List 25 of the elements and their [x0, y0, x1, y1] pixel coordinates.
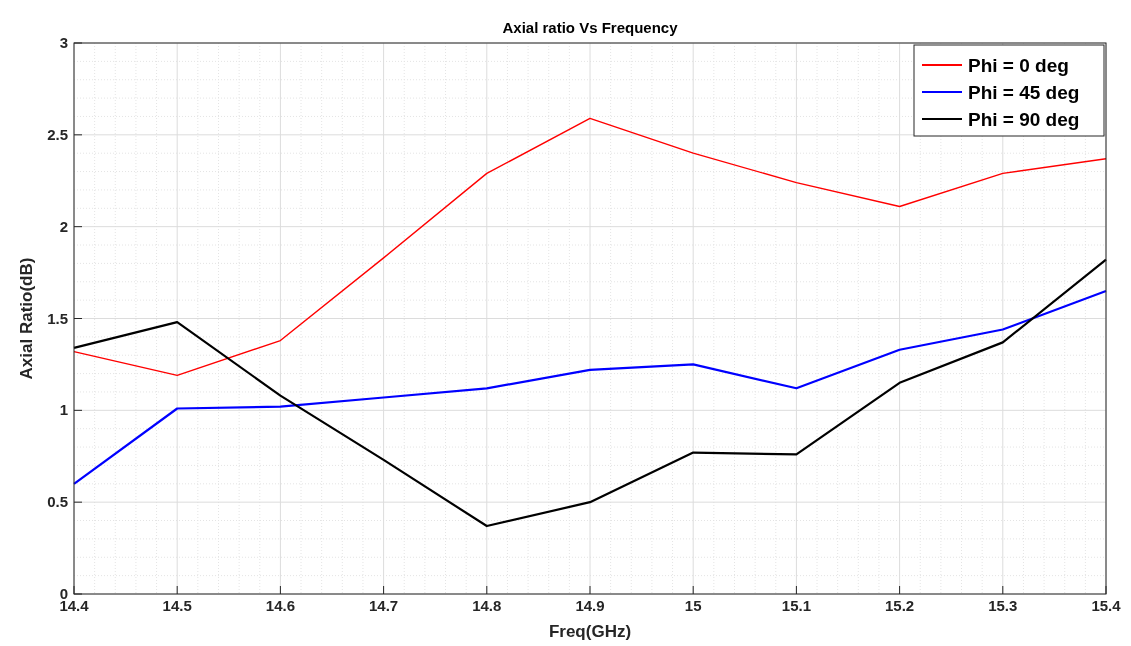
- x-tick-label: 15.4: [1091, 597, 1122, 614]
- y-tick-label: 0: [59, 585, 68, 602]
- x-tick-label: 15.1: [781, 597, 811, 614]
- x-tick-label: 15.3: [988, 597, 1018, 614]
- y-tick-label: 0.5: [47, 493, 68, 511]
- x-tick-label: 14.6: [265, 597, 295, 614]
- y-tick-label: 1: [59, 401, 68, 419]
- y-axis-title: Axial Ratio(dB): [17, 257, 36, 380]
- legend-label: Phi = 0 deg: [968, 55, 1069, 76]
- x-tick-label: 14.5: [162, 597, 192, 614]
- x-tick-label: 15.2: [885, 597, 915, 614]
- y-tick-label: 2.5: [47, 125, 68, 143]
- y-tick-label: 3: [59, 34, 68, 51]
- line-series: [72, 258, 1108, 528]
- line-series: [72, 289, 1108, 485]
- x-tick-label: 14.7: [369, 597, 399, 614]
- x-tick-label: 14.9: [575, 597, 605, 614]
- x-tick-label: 15: [684, 597, 702, 614]
- legend-label: Phi = 45 deg: [968, 82, 1080, 103]
- x-tick-label: 14.8: [472, 597, 502, 614]
- chart-title: Axial ratio Vs Frequency: [502, 19, 679, 36]
- y-tick-label: 2: [59, 217, 68, 235]
- legend-label: Phi = 90 deg: [968, 109, 1080, 130]
- x-axis-title: Freq(GHz): [548, 622, 632, 641]
- y-tick-label: 1.5: [47, 309, 68, 327]
